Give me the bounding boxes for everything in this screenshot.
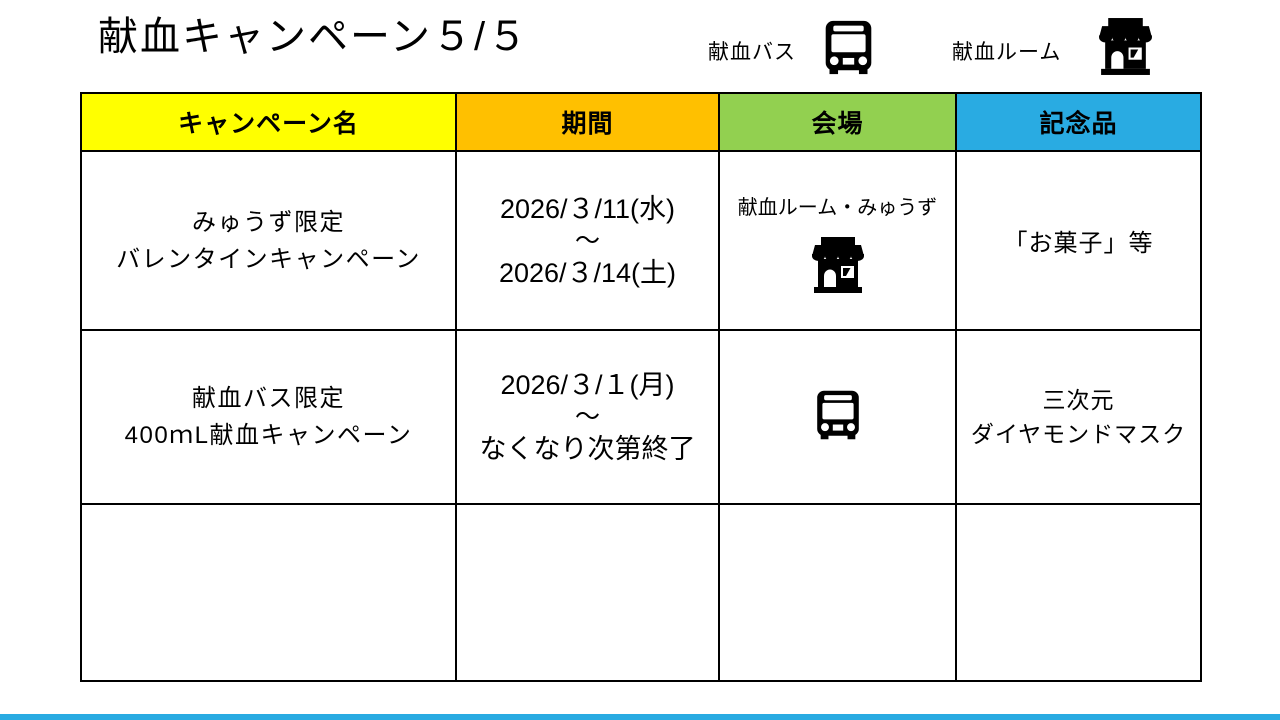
cell-souvenir: 「お菓子」等 (955, 150, 1202, 331)
period-start: 2026/３/11(水) (499, 193, 676, 224)
header-row: キャンペーン名 期間 会場 記念品 (80, 92, 1202, 152)
period-tilde: ～ (574, 403, 600, 431)
period-tilde: ～ (574, 226, 600, 255)
page-title: 献血キャンペーン５/５ (98, 15, 530, 59)
souvenir-line1: 三次元 (1042, 387, 1115, 413)
cell-campaign-name: みゅうず限定 バレンタインキャンペーン (80, 150, 457, 331)
period-end: なくなり次第終了 (479, 434, 696, 464)
legend-bus-label: 献血バス (708, 41, 796, 64)
cell-venue: 献血ルーム・みゅうず (718, 150, 957, 331)
cell-venue-empty (718, 503, 957, 682)
cell-souvenir-empty (955, 503, 1202, 682)
header-campaign-name: キャンペーン名 (80, 92, 457, 152)
table-row-bus: 献血バス限定 400ｍL献血キャンペーン 2026/３/１(月) ～ なくなり次… (80, 329, 1202, 505)
campaign-name-line1: みゅうず限定 (192, 208, 345, 236)
table-row-empty (80, 503, 1202, 682)
campaign-name-line1: 献血バス限定 (192, 385, 345, 412)
table-row-valentine: みゅうず限定 バレンタインキャンペーン 2026/３/11(水) ～ 2026/… (80, 150, 1202, 331)
period-start: 2026/３/１(月) (500, 370, 675, 400)
souvenir-line2: ダイヤモンドマスク (970, 421, 1187, 447)
header-period: 期間 (455, 92, 720, 152)
bus-icon (816, 390, 859, 439)
cell-period: 2026/３/１(月) ～ なくなり次第終了 (455, 329, 720, 505)
cell-campaign-name: 献血バス限定 400ｍL献血キャンペーン (80, 329, 457, 505)
header-souvenir: 記念品 (955, 92, 1202, 152)
cell-venue (718, 329, 957, 505)
venue-label: 献血ルーム・みゅうず (737, 197, 938, 219)
storefront-icon (811, 237, 864, 293)
header-venue: 会場 (718, 92, 957, 152)
legend-room-label: 献血ルーム (952, 41, 1062, 64)
cell-souvenir: 三次元 ダイヤモンドマスク (955, 329, 1202, 505)
cell-period: 2026/３/11(水) ～ 2026/３/14(土) (455, 150, 720, 331)
bus-icon (825, 20, 872, 75)
period-end: 2026/３/14(土) (498, 257, 677, 288)
campaign-name-line2: 400ｍL献血キャンペーン (124, 422, 413, 449)
campaign-name-line2: バレンタインキャンペーン (116, 245, 421, 273)
bottom-accent-bar (0, 714, 1280, 720)
souvenir-label: 「お菓子」等 (1003, 230, 1154, 257)
cell-period-empty (455, 503, 720, 682)
storefront-icon (1099, 18, 1152, 75)
campaign-table: キャンペーン名 期間 会場 記念品 みゅうず限定 バレンタインキャンペーン 20… (80, 92, 1202, 682)
cell-campaign-name-empty (80, 503, 457, 682)
